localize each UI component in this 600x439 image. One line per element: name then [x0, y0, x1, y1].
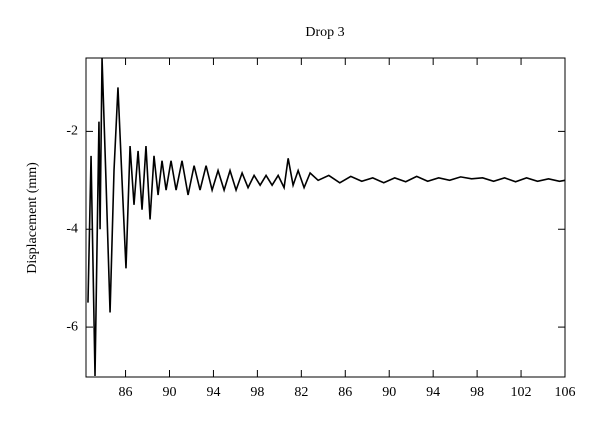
x-tick-label: 86	[119, 385, 133, 400]
x-tick-label: 98	[250, 385, 264, 400]
x-tick-label: 82	[294, 385, 308, 400]
y-axis-label: Displacement (mm)	[25, 162, 40, 274]
x-tick-label: 98	[470, 385, 484, 400]
x-tick-label: 94	[426, 385, 440, 400]
x-tick-label: 90	[382, 385, 396, 400]
x-tick-label: 94	[206, 385, 220, 400]
x-tick-label: 90	[162, 385, 176, 400]
y-tick-label: -4	[66, 221, 78, 236]
data-line	[87, 57, 566, 377]
x-tick-label: 106	[555, 385, 576, 400]
x-tick-label: 102	[511, 385, 532, 400]
x-tick-label: 86	[338, 385, 352, 400]
y-tick-label: -6	[66, 319, 78, 334]
chart-title: Drop 3	[305, 25, 344, 40]
plot-frame	[85, 57, 566, 378]
y-tick-label: -2	[66, 124, 78, 139]
